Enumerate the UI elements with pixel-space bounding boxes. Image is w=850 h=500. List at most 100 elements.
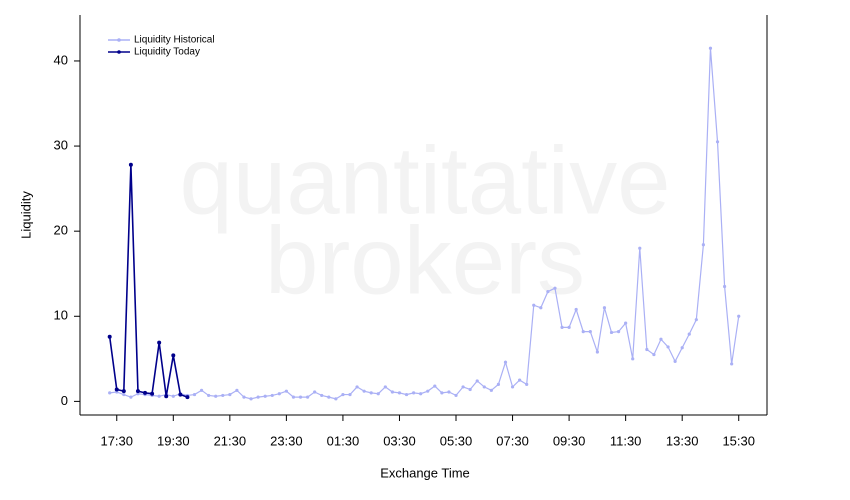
legend-marker [117, 50, 121, 54]
data-point [369, 391, 373, 395]
data-point [426, 389, 430, 393]
data-point [157, 340, 162, 345]
data-point [560, 325, 564, 329]
x-tick-label: 15:30 [722, 433, 755, 448]
data-point [171, 353, 176, 358]
data-point [567, 325, 571, 329]
data-point [178, 392, 183, 397]
x-tick-label: 13:30 [666, 433, 699, 448]
legend-label: Liquidity Today [134, 47, 200, 58]
data-point [107, 334, 112, 339]
data-point [291, 395, 296, 399]
data-point [715, 140, 720, 144]
data-point [489, 388, 493, 392]
data-point [320, 393, 324, 398]
data-point [192, 392, 197, 397]
data-point [595, 350, 599, 354]
data-point [376, 392, 380, 396]
data-point [270, 393, 274, 398]
data-point [687, 332, 691, 336]
data-point [397, 391, 402, 395]
y-tick-label: 10 [54, 308, 68, 323]
y-tick-label: 40 [54, 52, 68, 67]
data-point [581, 329, 585, 334]
y-axis-title: Liquidity [18, 191, 33, 239]
data-point [256, 395, 260, 399]
data-point [135, 389, 140, 394]
data-point [482, 385, 486, 389]
data-point [638, 246, 642, 250]
data-point [242, 395, 246, 399]
watermark: quantitative [179, 127, 670, 234]
data-point [496, 382, 501, 386]
data-point [602, 306, 607, 310]
data-point [108, 391, 112, 395]
data-point [454, 393, 458, 398]
x-tick-label: 05:30 [440, 433, 473, 448]
data-point [199, 388, 204, 392]
y-tick-label: 20 [54, 223, 68, 238]
data-point [631, 357, 635, 361]
y-tick-label: 30 [54, 138, 68, 153]
data-point [114, 387, 119, 392]
data-point [645, 347, 649, 352]
data-point [659, 337, 663, 341]
data-point [574, 307, 578, 312]
data-point [150, 391, 155, 396]
data-point [701, 243, 705, 247]
data-point [390, 390, 395, 394]
data-point [249, 397, 253, 401]
data-point [143, 390, 148, 395]
data-point [708, 46, 713, 50]
data-point [440, 391, 444, 395]
data-point [164, 394, 169, 399]
data-point [468, 387, 472, 392]
data-point [305, 395, 310, 399]
data-point [673, 359, 677, 363]
data-point [355, 385, 359, 389]
data-point [348, 392, 352, 397]
data-point [171, 394, 175, 398]
data-point [539, 306, 543, 310]
legend-marker [117, 38, 121, 42]
data-point [157, 394, 161, 398]
data-point [128, 162, 133, 167]
data-point [475, 379, 479, 383]
data-point [553, 286, 557, 290]
data-point [334, 397, 338, 401]
data-point [503, 360, 508, 364]
data-point [694, 318, 698, 322]
data-point [327, 395, 331, 399]
x-tick-label: 19:30 [157, 433, 190, 448]
data-point [214, 394, 218, 398]
x-tick-label: 09:30 [553, 433, 586, 448]
data-point [404, 392, 409, 397]
data-point [624, 321, 628, 325]
x-tick-label: 17:30 [100, 433, 133, 448]
data-point [680, 346, 684, 350]
x-tick-label: 03:30 [383, 433, 416, 448]
legend-label: Liquidity Historical [134, 35, 215, 46]
data-point [221, 393, 225, 398]
data-point [298, 395, 303, 399]
data-point [284, 389, 288, 393]
x-tick-label: 11:30 [610, 433, 642, 448]
data-point [588, 329, 592, 334]
data-point [412, 391, 416, 395]
x-tick-label: 07:30 [496, 433, 529, 448]
data-point [341, 392, 345, 397]
data-point [616, 329, 621, 334]
data-point [546, 289, 550, 294]
data-point [525, 382, 529, 386]
data-point [447, 390, 451, 394]
data-point [228, 392, 232, 397]
data-point [518, 378, 522, 382]
data-point [121, 389, 126, 394]
data-point [461, 385, 465, 389]
data-point [722, 284, 727, 289]
data-point [433, 384, 437, 388]
data-point [737, 314, 741, 318]
data-point [730, 362, 734, 366]
data-point [129, 395, 133, 399]
